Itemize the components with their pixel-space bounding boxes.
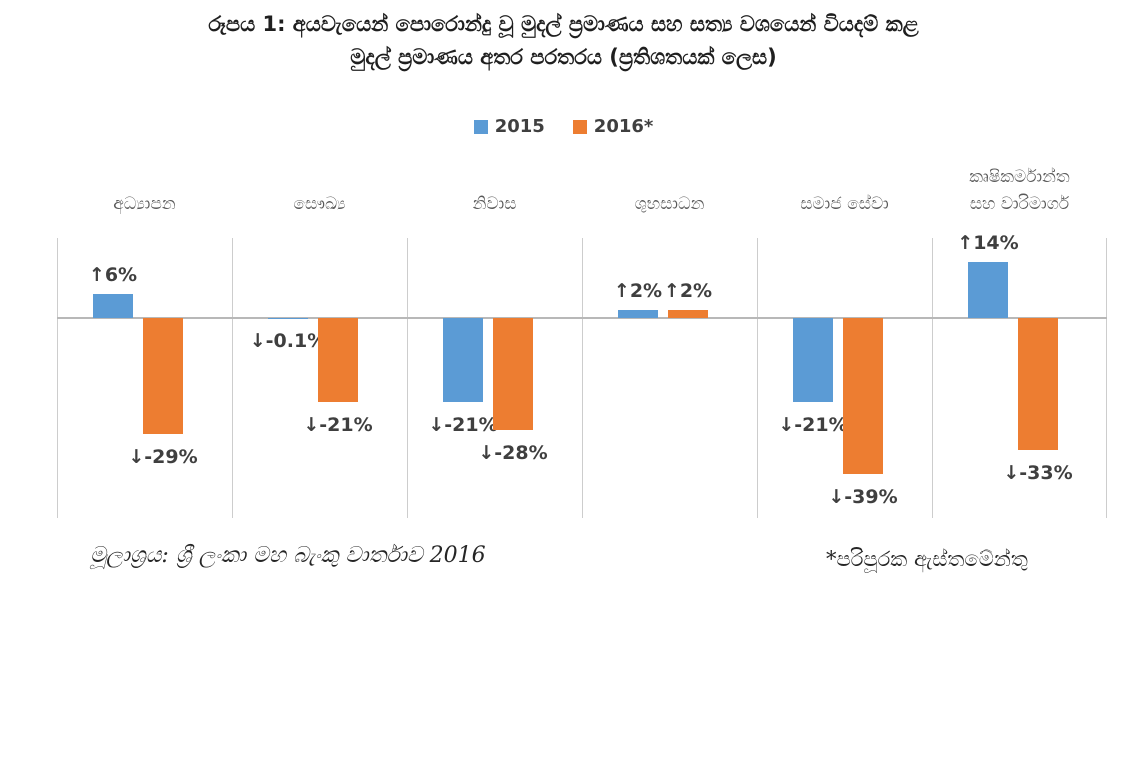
category-label-1: සෞඛ්‍ය [293, 194, 346, 214]
bar-2016-1 [318, 318, 358, 402]
chart-title-line1: රූපය 1: අයවැයෙන් පොරොන්දු වූ මුදල් ප්‍රම… [208, 12, 919, 36]
bar-label-2016-3: ↑2% [663, 280, 713, 302]
category-label-3: ශුභසාධන [634, 194, 705, 214]
group-gridline-0 [57, 238, 58, 518]
legend: 2015 2016* [0, 116, 1127, 137]
bar-2016-4 [843, 318, 883, 474]
bar-label-2016-4: ↓-39% [828, 486, 898, 508]
legend-swatch-2016 [572, 119, 587, 134]
zero-axis-line [57, 317, 1107, 319]
chart-title-line2: මුදල් ප්‍රමාණය අතර පරතරය (ප්‍රතිශතයක් ලෙ… [350, 45, 777, 69]
bar-label-2015-0: ↑6% [88, 264, 138, 286]
source-note: මූලාශ්‍රය: ශ්‍රී ලංකා මහ බැංකු වාර්තාව 2… [90, 543, 486, 568]
group-gridline-3 [582, 238, 583, 518]
group-gridline-5 [932, 238, 933, 518]
group-gridline-1 [232, 238, 233, 518]
bar-2015-4 [793, 318, 833, 402]
legend-label-2015: 2015 [494, 116, 545, 137]
bar-2016-0 [143, 318, 183, 434]
bar-2016-5 [1018, 318, 1058, 450]
category-label-0: අධ්‍යාපන [113, 194, 176, 214]
legend-item-2016: 2016* [572, 116, 654, 137]
bar-label-2016-1: ↓-21% [303, 414, 373, 436]
supplementary-note: *පරිපූරක ඇස්තමේන්තු [826, 547, 1028, 571]
bar-2015-5 [968, 262, 1008, 318]
chart-title: රූපය 1: අයවැයෙන් පොරොන්දු වූ මුදල් ප්‍රම… [0, 8, 1127, 74]
bar-label-2015-5: ↑14% [957, 232, 1019, 254]
bar-label-2016-5: ↓-33% [1003, 462, 1073, 484]
bar-2016-2 [493, 318, 533, 430]
group-gridline-2 [407, 238, 408, 518]
category-label-2: නිවාස [472, 194, 517, 214]
bar-label-2015-2: ↓-21% [428, 414, 498, 436]
group-gridline-4 [757, 238, 758, 518]
plot-area: ↑6% ↓-0.1% ↓-21% ↑2% ↓-21% ↑14% ↓-29% ↓-21% ↓-28… [57, 232, 1107, 518]
legend-item-2015: 2015 [473, 116, 545, 137]
group-gridline-6 [1106, 238, 1107, 518]
legend-swatch-2015 [473, 119, 488, 134]
bar-label-2016-0: ↓-29% [128, 446, 198, 468]
bar-label-2015-3: ↑2% [613, 280, 663, 302]
bar-label-2015-4: ↓-21% [778, 414, 848, 436]
bar-2015-2 [443, 318, 483, 402]
category-label-4: සමාජ සේවා [800, 194, 889, 214]
bar-2015-0 [93, 294, 133, 318]
bar-label-2015-1: ↓-0.1% [249, 330, 327, 353]
bar-2015-3 [618, 310, 658, 318]
category-label-5: කෘෂිකර්මාන්ත සහ වාරිමාර්ග [969, 167, 1070, 214]
bar-label-2016-2: ↓-28% [478, 442, 548, 464]
category-labels: අධ්‍යාපන සෞඛ්‍ය නිවාස ශුභසාධන සමාජ සේවා කෘෂික… [57, 148, 1107, 222]
legend-label-2016: 2016* [593, 116, 654, 137]
bar-2016-3 [668, 310, 708, 318]
